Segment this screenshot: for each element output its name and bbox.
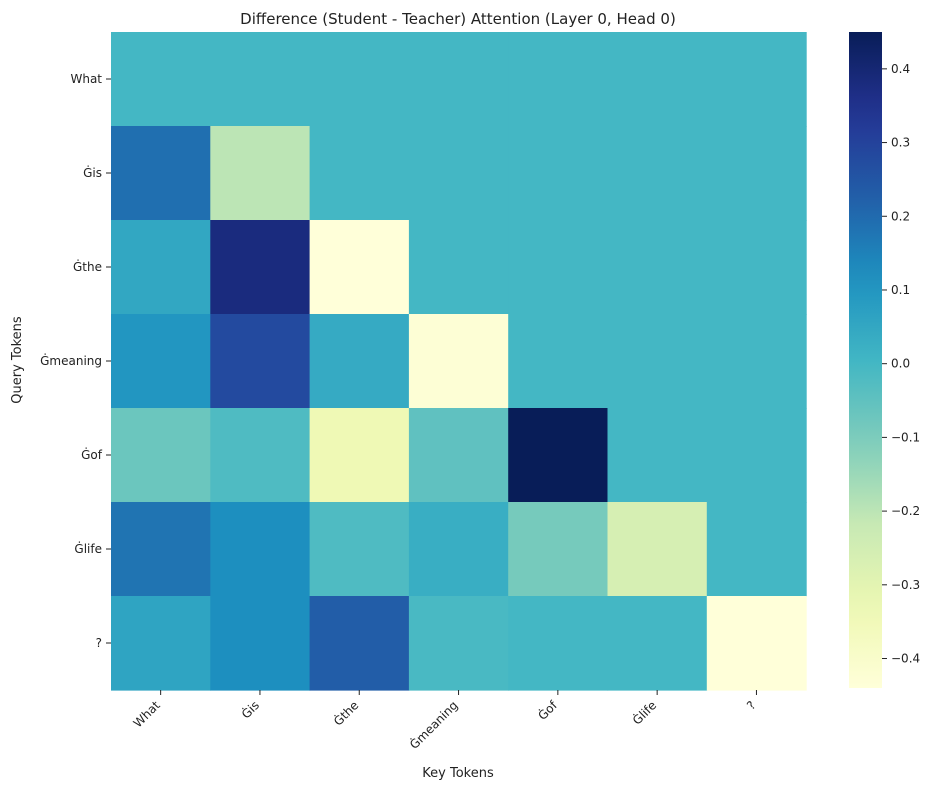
- heatmap-cell: [111, 220, 211, 315]
- y-tick-label: Ġof: [81, 446, 103, 462]
- heatmap-cell: [408, 596, 509, 691]
- heatmap-cell: [309, 408, 410, 503]
- x-tick-label: Ġlife: [628, 697, 659, 728]
- heatmap-cell: [706, 126, 807, 221]
- y-tick-label: Ġlife: [74, 540, 102, 556]
- heatmap-cell: [210, 502, 311, 597]
- colorbar-tick-label: 0.3: [891, 136, 910, 150]
- x-axis-label: Key Tokens: [422, 766, 494, 781]
- heatmap-cell: [508, 32, 609, 127]
- x-tick-label: Ġthe: [330, 697, 362, 729]
- heatmap-cell: [309, 220, 410, 315]
- colorbar-tick-label: −0.4: [891, 652, 920, 666]
- colorbar-tick-label: −0.2: [891, 504, 920, 518]
- heatmap-cell: [408, 32, 509, 127]
- heatmap-cells: [111, 32, 807, 691]
- colorbar: 0.4 0.3 0.2 0.1 0.0 −0.1 −0.2 −0.3 −0.4: [849, 32, 920, 688]
- heatmap-cell: [508, 126, 609, 221]
- colorbar-tick-label: 0.0: [891, 357, 910, 371]
- chart-title: Difference (Student - Teacher) Attention…: [240, 10, 676, 28]
- heatmap-cell: [508, 596, 609, 691]
- x-axis-ticks: What Ġis Ġthe Ġmeaning Ġof Ġlife?: [131, 690, 759, 752]
- heatmap-cell: [607, 596, 708, 691]
- y-tick-label: What: [70, 72, 102, 86]
- heatmap-cell: [607, 32, 708, 127]
- y-tick-label: Ġis: [83, 164, 102, 180]
- heatmap-cell: [111, 596, 211, 691]
- heatmap-cell: [508, 502, 609, 597]
- x-tick-label: What: [131, 698, 163, 730]
- y-tick-label: Ġmeaning: [40, 352, 102, 368]
- heatmap-cell: [508, 408, 609, 503]
- heatmap-cell: [309, 32, 410, 127]
- heatmap-cell: [607, 126, 708, 221]
- colorbar-tick-label: 0.1: [891, 283, 910, 297]
- colorbar-tick-label: 0.2: [891, 209, 910, 223]
- heatmap-cell: [111, 502, 211, 597]
- heatmap-cell: [309, 314, 410, 409]
- x-tick-label: ?: [744, 698, 758, 712]
- heatmap-cell: [508, 314, 609, 409]
- y-tick-label: ?: [96, 636, 102, 650]
- heatmap-cell: [706, 502, 807, 597]
- heatmap-cell: [706, 220, 807, 315]
- heatmap-cell: [408, 314, 509, 409]
- heatmap-cell: [706, 314, 807, 409]
- heatmap-cell: [508, 220, 609, 315]
- heatmap-cell: [111, 408, 211, 503]
- x-tick-label: Ġof: [534, 696, 561, 723]
- heatmap-cell: [111, 32, 211, 127]
- y-axis-ticks: What Ġis Ġthe Ġmeaning Ġof Ġlife?: [40, 72, 111, 650]
- heatmap-cell: [706, 32, 807, 127]
- colorbar-gradient: [849, 32, 882, 688]
- heatmap-cell: [309, 596, 410, 691]
- heatmap-cell: [111, 314, 211, 409]
- colorbar-tick-label: −0.1: [891, 430, 920, 444]
- y-tick-label: Ġthe: [73, 258, 102, 274]
- heatmap-cell: [607, 408, 708, 503]
- heatmap-cell: [607, 314, 708, 409]
- colorbar-tick-label: 0.4: [891, 62, 910, 76]
- heatmap-cell: [408, 502, 509, 597]
- x-tick-label: Ġmeaning: [406, 697, 461, 752]
- heatmap-cell: [210, 408, 311, 503]
- heatmap-cell: [309, 502, 410, 597]
- heatmap-cell: [111, 126, 211, 221]
- heatmap-cell: [706, 408, 807, 503]
- colorbar-tick-label: −0.3: [891, 578, 920, 592]
- heatmap-cell: [408, 126, 509, 221]
- heatmap-cell: [210, 220, 311, 315]
- heatmap-cell: [210, 314, 311, 409]
- heatmap-cell: [210, 126, 311, 221]
- x-tick-label: Ġis: [237, 697, 262, 722]
- heatmap-cell: [408, 220, 509, 315]
- heatmap-cell: [706, 596, 807, 691]
- heatmap-cell: [607, 220, 708, 315]
- heatmap-cell: [607, 502, 708, 597]
- heatmap-cell: [210, 596, 311, 691]
- heatmap-cell: [309, 126, 410, 221]
- y-axis-label: Query Tokens: [10, 316, 25, 404]
- heatmap-cell: [210, 32, 311, 127]
- heatmap-cell: [408, 408, 509, 503]
